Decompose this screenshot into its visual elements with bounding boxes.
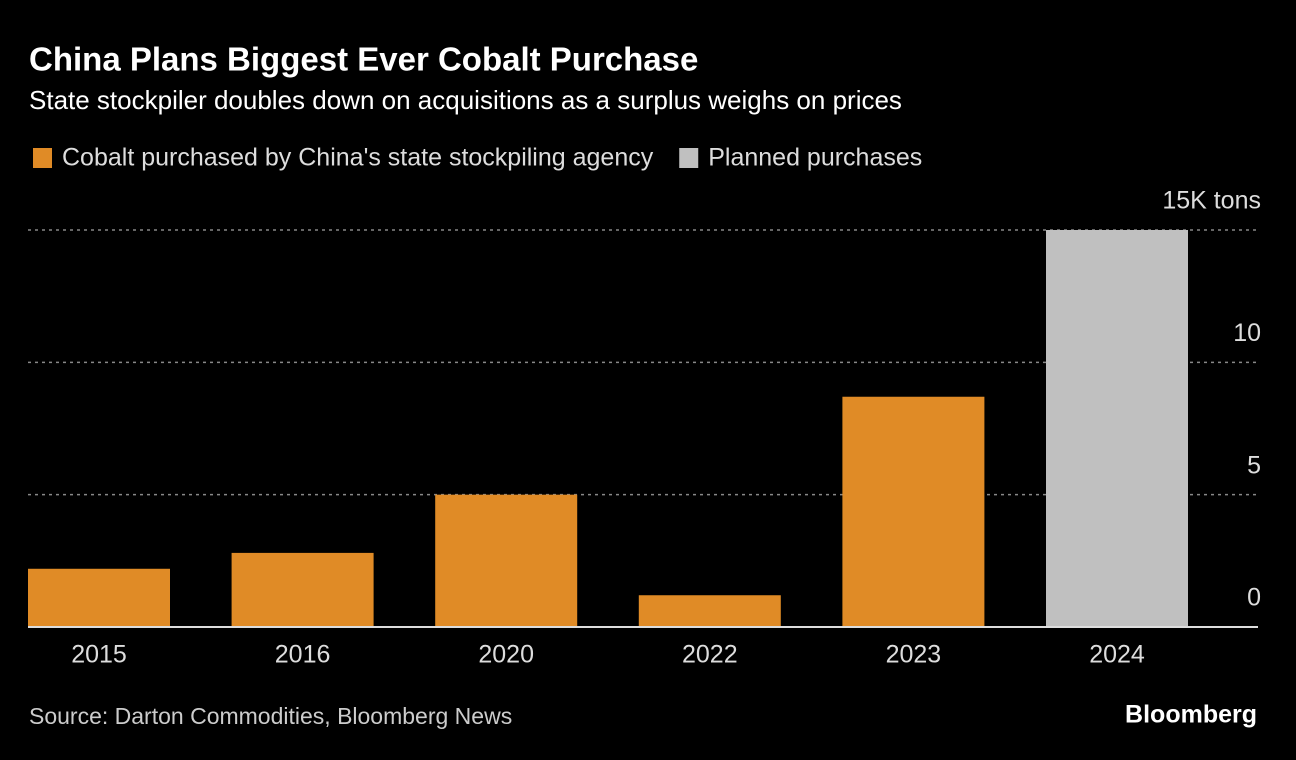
legend-label: Cobalt purchased by China's state stockp…	[62, 144, 654, 172]
x-tick-label: 2020	[478, 641, 534, 669]
source: Source: Darton Commodities, Bloomberg Ne…	[29, 703, 512, 729]
y-tick-label: 0	[1247, 584, 1261, 612]
x-tick-label: 2015	[71, 641, 127, 669]
y-tick-label: 5	[1247, 451, 1261, 479]
legend-swatch	[679, 148, 699, 168]
bar	[842, 396, 985, 627]
legend-label: Planned purchases	[708, 144, 922, 172]
legend-swatch	[33, 148, 52, 168]
x-tick-label: 2022	[682, 641, 738, 669]
x-tick-label: 2024	[1089, 641, 1145, 669]
chart-subtitle: State stockpiler doubles down on acquisi…	[29, 85, 902, 115]
bar	[1046, 230, 1188, 627]
bar	[231, 552, 374, 627]
logo: Bloomberg	[1125, 701, 1257, 729]
x-tick-label: 2023	[886, 641, 942, 669]
y-tick-label: 15K tons	[1162, 187, 1261, 215]
bar	[28, 568, 170, 627]
chart-title: China Plans Biggest Ever Cobalt Purchase	[29, 41, 698, 78]
x-tick-label: 2016	[275, 641, 331, 669]
y-tick-label: 10	[1233, 319, 1261, 347]
bar	[435, 494, 578, 627]
bar	[638, 595, 781, 627]
